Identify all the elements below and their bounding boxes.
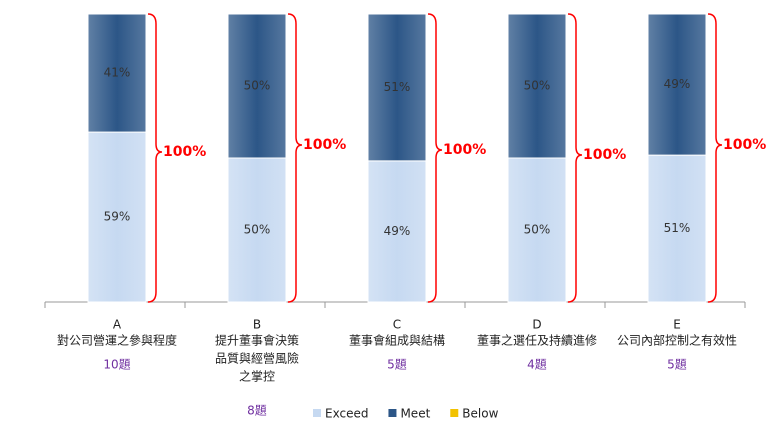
bar-segment — [227, 157, 287, 303]
brace — [707, 13, 723, 303]
annotation: 100% — [303, 137, 346, 153]
bar-segment — [647, 13, 707, 156]
x-tick-label: B — [253, 318, 261, 332]
question-count: 10題 — [103, 358, 130, 372]
legend-marker — [388, 409, 397, 417]
value-label: 49% — [664, 77, 691, 91]
annotation: 100% — [443, 142, 486, 158]
value-label: 51% — [384, 80, 411, 94]
question-count: 4題 — [527, 358, 547, 372]
value-label: 50% — [524, 223, 551, 237]
bar-segment — [87, 13, 147, 133]
category-description: 董事之選任及持續進修 — [477, 333, 597, 348]
category-description: 品質與經營風險 — [215, 351, 299, 366]
value-label: 41% — [104, 66, 131, 80]
brace — [287, 13, 303, 303]
value-label: 59% — [104, 210, 131, 224]
annotation: 100% — [723, 137, 766, 153]
category-description: 公司內部控制之有效性 — [617, 333, 737, 348]
brace — [147, 13, 163, 303]
legend-label: Below — [462, 407, 498, 421]
bar-segment — [87, 131, 147, 303]
bar-segment — [367, 13, 427, 162]
legend-label: Meet — [400, 407, 430, 421]
x-tick-label: D — [532, 318, 541, 332]
category-description: 之掌控 — [239, 370, 275, 384]
bar-segment — [507, 157, 567, 303]
annotation: 100% — [163, 144, 206, 160]
category-description: 董事會組成與結構 — [349, 334, 445, 348]
x-tick-label: E — [673, 318, 681, 332]
brace — [567, 13, 583, 303]
question-count: 5題 — [667, 358, 687, 372]
bar-segment — [507, 13, 567, 159]
question-count: 5題 — [387, 358, 407, 372]
annotation: 100% — [583, 147, 626, 163]
bar-segment — [227, 13, 287, 159]
legend-marker — [450, 409, 459, 417]
value-label: 50% — [244, 223, 271, 237]
bar-segment — [647, 154, 707, 303]
legend-label: Exceed — [325, 407, 368, 421]
value-label: 50% — [244, 79, 271, 93]
value-label: 50% — [524, 79, 551, 93]
value-label: 49% — [384, 224, 411, 238]
bar-segment — [367, 160, 427, 303]
x-tick-label: A — [113, 318, 122, 332]
category-description: 提升董事會決策 — [215, 333, 299, 348]
legend-marker — [313, 409, 321, 417]
x-tick-label: C — [393, 318, 401, 332]
value-label: 51% — [664, 221, 691, 235]
brace — [427, 13, 443, 303]
question-count: 8題 — [247, 404, 267, 418]
category-description: 對公司營運之參與程度 — [57, 333, 177, 348]
